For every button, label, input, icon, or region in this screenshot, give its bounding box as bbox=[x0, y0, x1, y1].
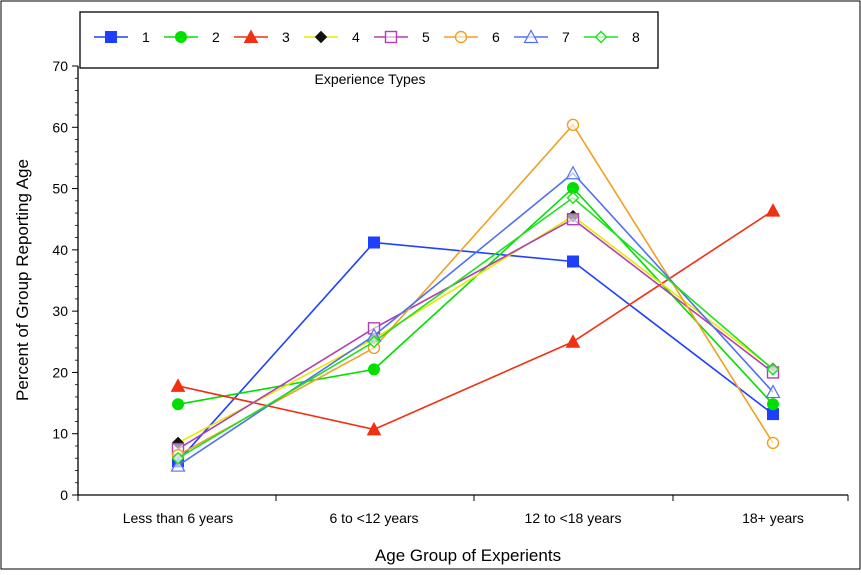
data-point-3 bbox=[366, 421, 382, 436]
legend-item-2: 2 bbox=[164, 29, 220, 45]
legend-label: 5 bbox=[422, 29, 430, 45]
series-line-4 bbox=[177, 215, 774, 444]
legend-item-1: 1 bbox=[94, 29, 150, 45]
data-point-2 bbox=[368, 363, 380, 376]
y-tick-label: 60 bbox=[52, 119, 68, 135]
y-tick-label: 40 bbox=[52, 242, 68, 258]
x-axis-title: Age Group of Experients bbox=[375, 546, 561, 565]
legend-marker bbox=[594, 30, 608, 44]
y-tick-label: 30 bbox=[52, 303, 68, 319]
legend-marker bbox=[243, 29, 259, 43]
data-point-5 bbox=[566, 213, 580, 226]
y-tick-label: 0 bbox=[60, 487, 68, 503]
x-tick-label: 6 to <12 years bbox=[329, 510, 418, 526]
data-point-1 bbox=[368, 236, 380, 249]
data-point-8 bbox=[367, 335, 381, 349]
legend-item-4: 4 bbox=[304, 29, 360, 45]
data-point-7 bbox=[765, 384, 781, 399]
y-tick-label: 10 bbox=[52, 426, 68, 442]
legend-marker bbox=[384, 30, 398, 44]
legend-marker bbox=[314, 30, 328, 44]
data-point-3 bbox=[765, 203, 781, 217]
data-point-7 bbox=[170, 457, 186, 472]
series-line-3 bbox=[177, 209, 774, 431]
data-point-3 bbox=[565, 334, 581, 348]
legend-box bbox=[79, 11, 659, 69]
legend-label: 7 bbox=[562, 29, 570, 45]
data-point-6 bbox=[766, 436, 780, 450]
data-point-8 bbox=[766, 362, 780, 376]
legend-label: 3 bbox=[282, 29, 290, 45]
legend-item-5: 5 bbox=[374, 29, 430, 45]
legend-item-8: 8 bbox=[584, 29, 640, 45]
data-point-1 bbox=[567, 255, 579, 268]
x-tick-label: 18+ years bbox=[742, 510, 804, 526]
legend-label: 4 bbox=[352, 29, 360, 45]
data-point-6 bbox=[566, 118, 580, 132]
legend-marker bbox=[523, 29, 539, 44]
legend-label: 1 bbox=[142, 29, 150, 45]
data-point-7 bbox=[565, 165, 581, 180]
legend-label: 2 bbox=[212, 29, 220, 45]
legend-item-7: 7 bbox=[514, 29, 570, 45]
data-point-8 bbox=[171, 451, 185, 465]
data-point-2 bbox=[172, 398, 184, 411]
series-3 bbox=[170, 203, 781, 436]
y-tick-label: 70 bbox=[52, 58, 68, 74]
x-tick-label: 12 to <18 years bbox=[525, 510, 622, 526]
data-point-8 bbox=[566, 191, 580, 205]
legend-item-6: 6 bbox=[444, 29, 500, 45]
series-line-8 bbox=[177, 196, 774, 459]
series-line-5 bbox=[177, 218, 774, 450]
legend-title: Experience Types bbox=[314, 71, 425, 87]
legend-item-3: 3 bbox=[234, 29, 290, 45]
legend-marker bbox=[175, 31, 187, 43]
data-point-3 bbox=[170, 378, 186, 392]
legend: 1 2 3 4 5 6 7 8 bbox=[79, 11, 659, 69]
x-tick-label: Less than 6 years bbox=[123, 510, 234, 526]
legend-label: 8 bbox=[632, 29, 640, 45]
legend-marker bbox=[454, 30, 468, 44]
series-line-1 bbox=[177, 241, 774, 462]
y-axis-title: Percent of Group Reporting Age bbox=[13, 159, 32, 401]
y-tick-label: 20 bbox=[52, 364, 68, 380]
data-point-2 bbox=[767, 398, 779, 411]
y-tick-label: 50 bbox=[52, 181, 68, 197]
series-8 bbox=[171, 191, 780, 465]
legend-marker bbox=[105, 31, 117, 43]
legend-label: 6 bbox=[492, 29, 500, 45]
